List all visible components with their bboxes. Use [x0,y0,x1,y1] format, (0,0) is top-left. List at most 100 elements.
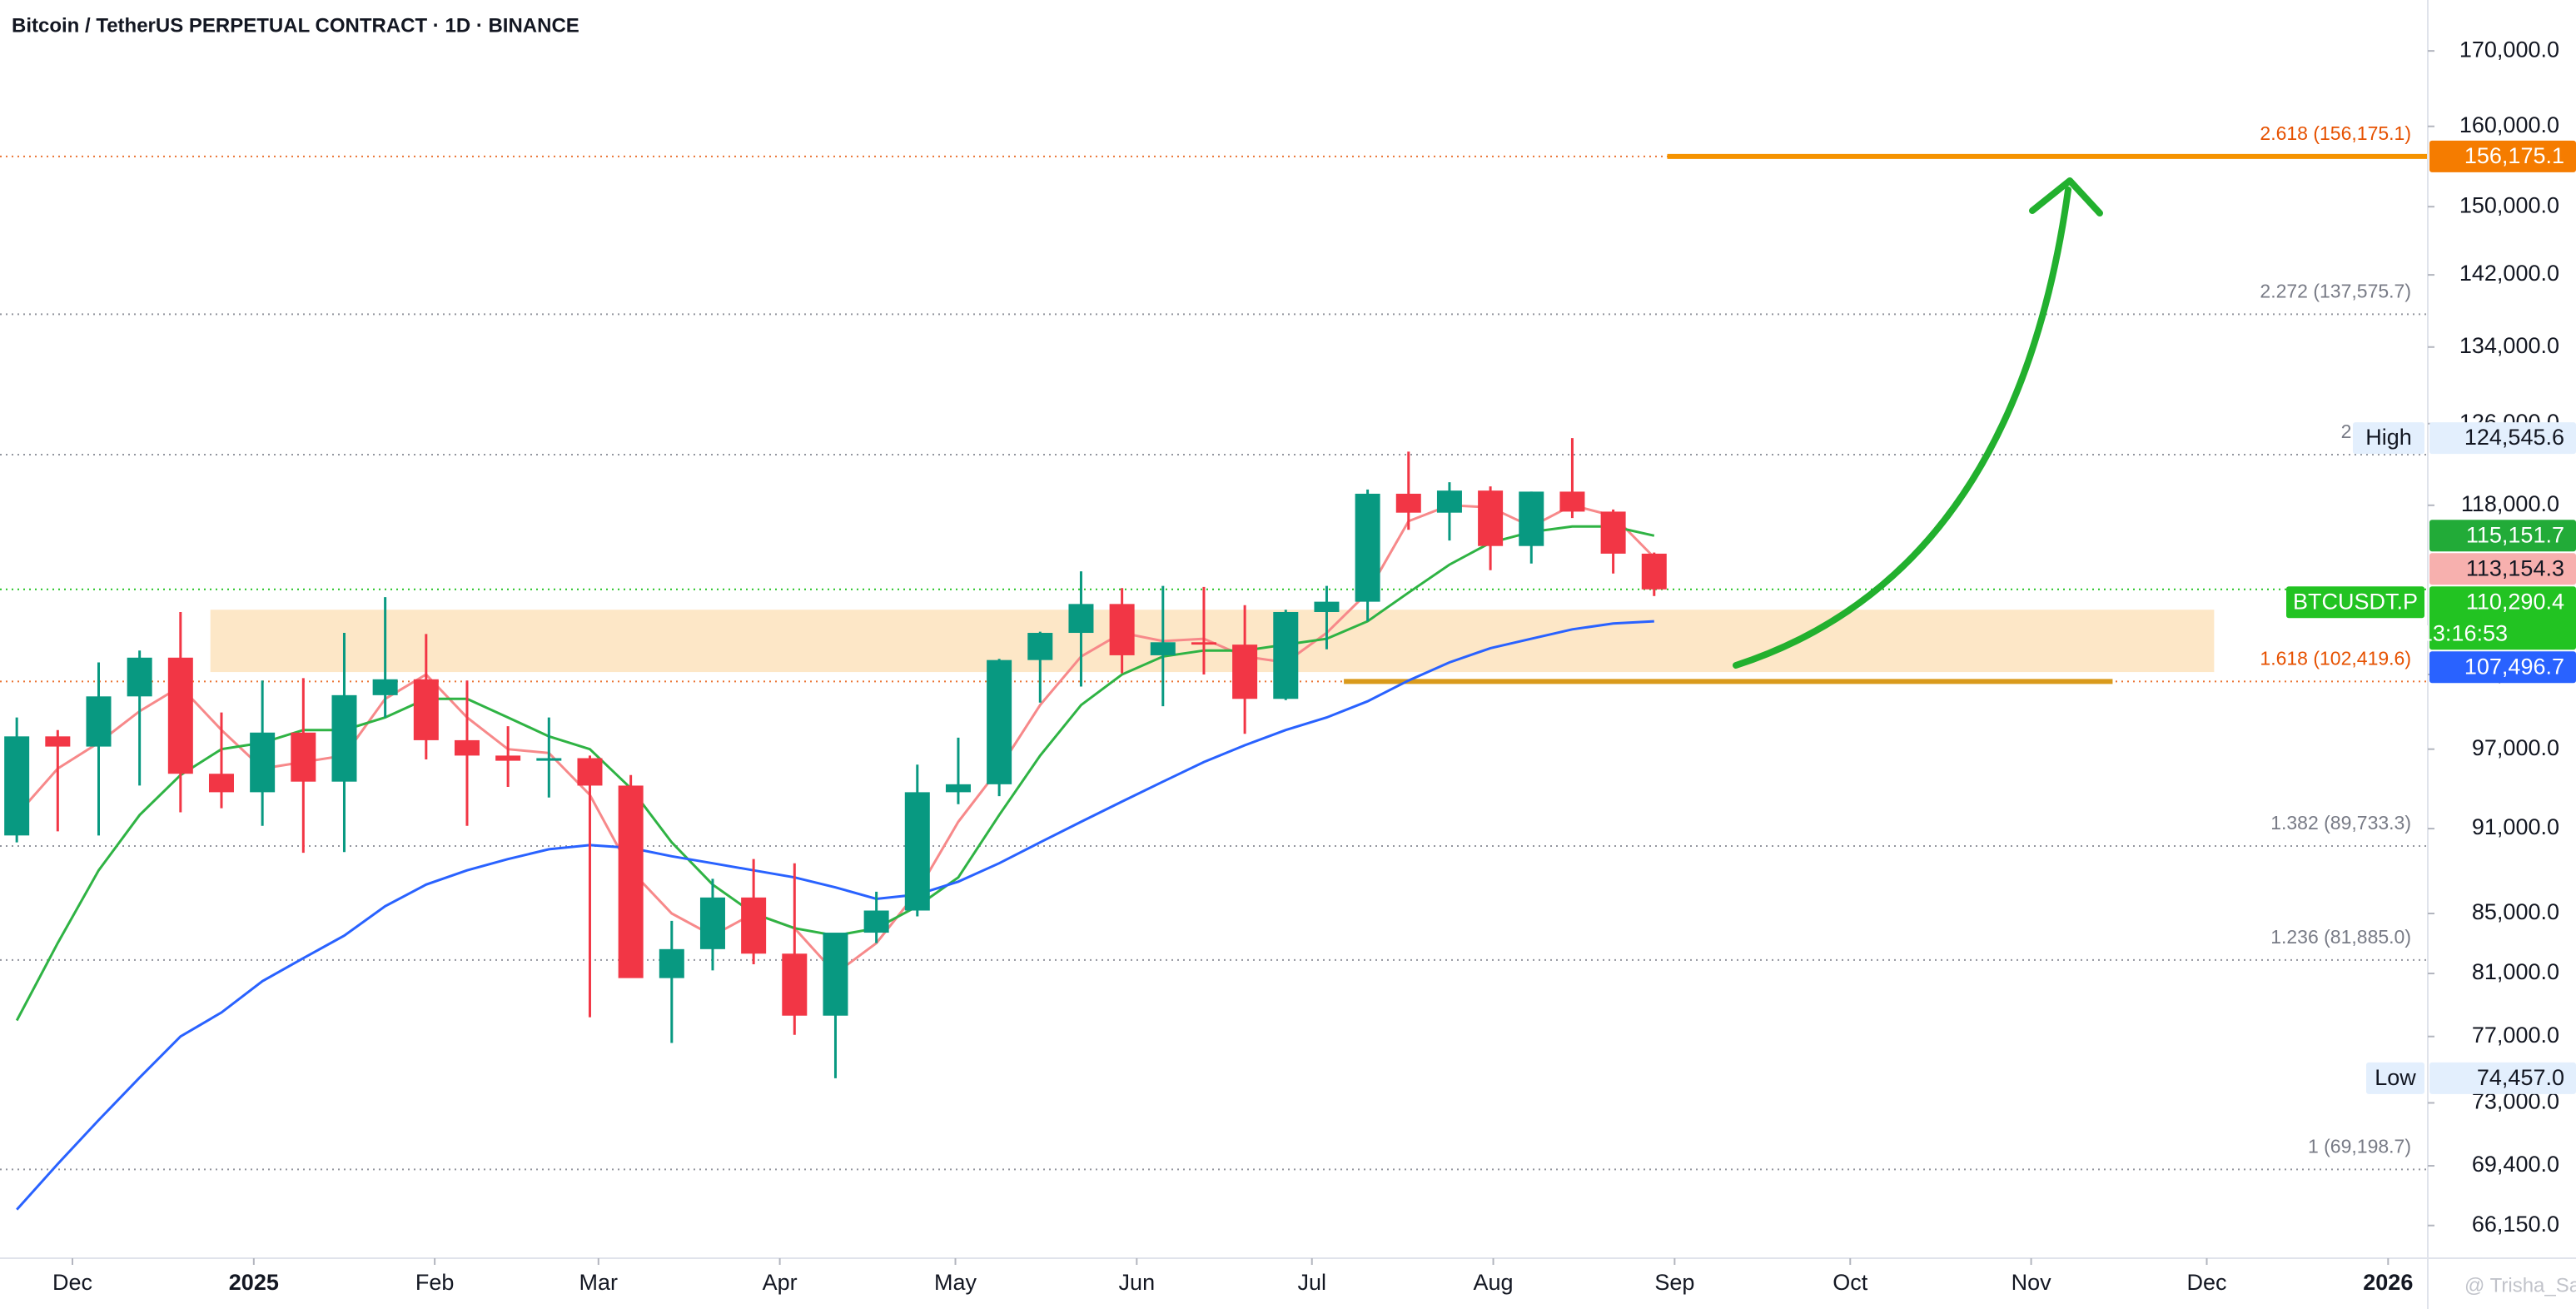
candle-body [1314,601,1340,612]
candle-body [1641,553,1667,590]
candle-body [495,755,521,761]
y-tick-label: 91,000.0 [2472,814,2559,839]
candle-body [1355,493,1380,602]
fib-level-label: 1.618 (102,419.6) [2260,647,2411,669]
candle-body [1519,491,1544,546]
y-tick-label: 66,150.0 [2472,1212,2559,1237]
x-tick-label: Sep [1654,1270,1694,1295]
candle-body [208,774,234,793]
watermark: @ Trisha_Saha [2464,1274,2576,1297]
x-tick-label: 2025 [229,1270,279,1295]
x-tick-label: Apr [763,1270,798,1295]
x-tick-label: Mar [579,1270,619,1295]
x-tick-label: Dec [52,1270,92,1295]
countdown: 13:16:53 [2420,620,2508,645]
x-tick-label: Oct [1833,1270,1868,1295]
y-tick-label: 160,000.0 [2459,112,2559,137]
candle-body [863,910,889,933]
y-tick-label: 81,000.0 [2472,959,2559,984]
candle-body [1436,490,1462,513]
y-tick-label: 150,000.0 [2459,192,2559,217]
candle-body [250,732,276,793]
y-tick-label: 170,000.0 [2459,37,2559,62]
price-tag-text: BTCUSDT.P [2293,589,2418,614]
price-label-text: 115,151.7 [2466,522,2564,547]
candle-body [1559,491,1585,512]
candle-body [741,897,767,954]
price-label-text: 107,496.7 [2464,654,2564,679]
candle-body [782,953,808,1016]
candle-body [127,657,152,697]
candle-body [413,679,439,740]
candle-body [823,933,848,1016]
candle-body [454,739,480,756]
axes: 66,150.069,400.073,000.077,000.081,000.0… [52,37,2576,1295]
price-label-text: 113,154.3 [2466,555,2564,580]
moving-average [16,620,1654,1211]
candle-body [536,758,562,761]
candle-body [659,948,684,978]
candle-body [45,736,71,747]
candle-body [1395,493,1421,513]
x-tick-label: Jul [1297,1270,1326,1295]
candle-body [86,696,112,747]
price-tag [2353,422,2424,455]
candle-body [699,897,725,949]
price-label-text: 124,545.6 [2464,425,2564,450]
projection-arrow [1733,187,2071,669]
candle-body [1232,645,1258,699]
candle-body [331,694,357,782]
price-label [2429,1062,2576,1094]
x-tick-label: Dec [2186,1270,2226,1295]
candle-body [577,758,603,786]
price-label [2429,140,2576,172]
x-tick-label: Aug [1474,1270,1514,1295]
candle-body [4,736,30,836]
price-label [2429,586,2576,650]
y-tick-label: 118,000.0 [2461,491,2559,516]
price-label [2429,553,2576,585]
x-tick-label: 2026 [2363,1270,2413,1295]
candle-body [904,792,930,911]
candle-body [1068,604,1094,634]
price-label-text: 156,175.1 [2464,143,2564,168]
plot-area: 2.618 (156,175.1)2.272 (137,575.7)2 (122… [0,122,2428,1211]
price-label [2429,422,2576,455]
x-tick-label: May [934,1270,977,1295]
price-tag-text: High [2365,425,2412,450]
x-tick-label: Nov [2012,1270,2052,1295]
fib-level-label: 2.272 (137,575.7) [2260,280,2411,301]
candle-body [372,679,398,695]
candle-body [1109,604,1135,655]
candle-body [1273,611,1299,699]
y-tick-label: 134,000.0 [2459,333,2559,358]
price-tag-text: Low [2375,1065,2416,1090]
price-label-text: 110,290.4 [2466,589,2564,614]
price-label [2429,520,2576,552]
y-tick-label: 85,000.0 [2472,899,2559,924]
candle-body [1478,490,1504,546]
price-label [2429,651,2576,684]
fib-level-label: 2.618 (156,175.1) [2260,122,2411,144]
y-tick-label: 77,000.0 [2472,1023,2559,1048]
candle-body [1191,642,1216,645]
candle-body [1027,633,1053,660]
candle-body [167,657,193,774]
price-tag [2366,1062,2424,1094]
x-tick-label: Jun [1119,1270,1156,1295]
fib-level-label: 1.236 (81,885.0) [2270,926,2411,948]
x-tick-label: Feb [415,1270,455,1295]
candle-body [1600,511,1626,554]
price-label-text: 74,457.0 [2477,1065,2564,1090]
candle-body [1150,642,1176,655]
fib-level-label: 1.382 (89,733.3) [2270,812,2411,834]
y-tick-label: 142,000.0 [2459,261,2559,286]
y-tick-label: 69,400.0 [2472,1152,2559,1177]
fib-level-label: 1 (69,198.7) [2308,1135,2411,1157]
arrow-head [2029,177,2103,217]
target-zone [210,610,2215,673]
y-tick-label: 97,000.0 [2472,735,2559,760]
candle-body [945,784,971,793]
